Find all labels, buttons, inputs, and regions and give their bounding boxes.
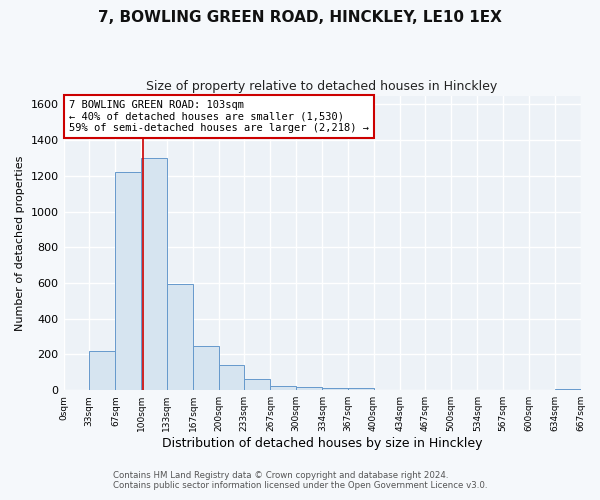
Text: 7, BOWLING GREEN ROAD, HINCKLEY, LE10 1EX: 7, BOWLING GREEN ROAD, HINCKLEY, LE10 1E… (98, 10, 502, 25)
Text: Contains HM Land Registry data © Crown copyright and database right 2024.
Contai: Contains HM Land Registry data © Crown c… (113, 470, 487, 490)
Title: Size of property relative to detached houses in Hinckley: Size of property relative to detached ho… (146, 80, 497, 93)
Bar (89, 351, 115, 390)
Bar (218, 365, 244, 390)
Y-axis label: Number of detached properties: Number of detached properties (15, 155, 25, 330)
Bar (167, 284, 193, 390)
Bar (296, 386, 322, 390)
Bar (115, 172, 141, 390)
X-axis label: Distribution of detached houses by size in Hinckley: Distribution of detached houses by size … (162, 437, 482, 450)
Bar (141, 158, 167, 390)
Text: 7 BOWLING GREEN ROAD: 103sqm
← 40% of detached houses are smaller (1,530)
59% of: 7 BOWLING GREEN ROAD: 103sqm ← 40% of de… (69, 100, 369, 133)
Bar (271, 386, 296, 390)
Bar (193, 346, 218, 390)
Bar (322, 388, 348, 390)
Bar (244, 380, 271, 390)
Bar (348, 388, 374, 390)
